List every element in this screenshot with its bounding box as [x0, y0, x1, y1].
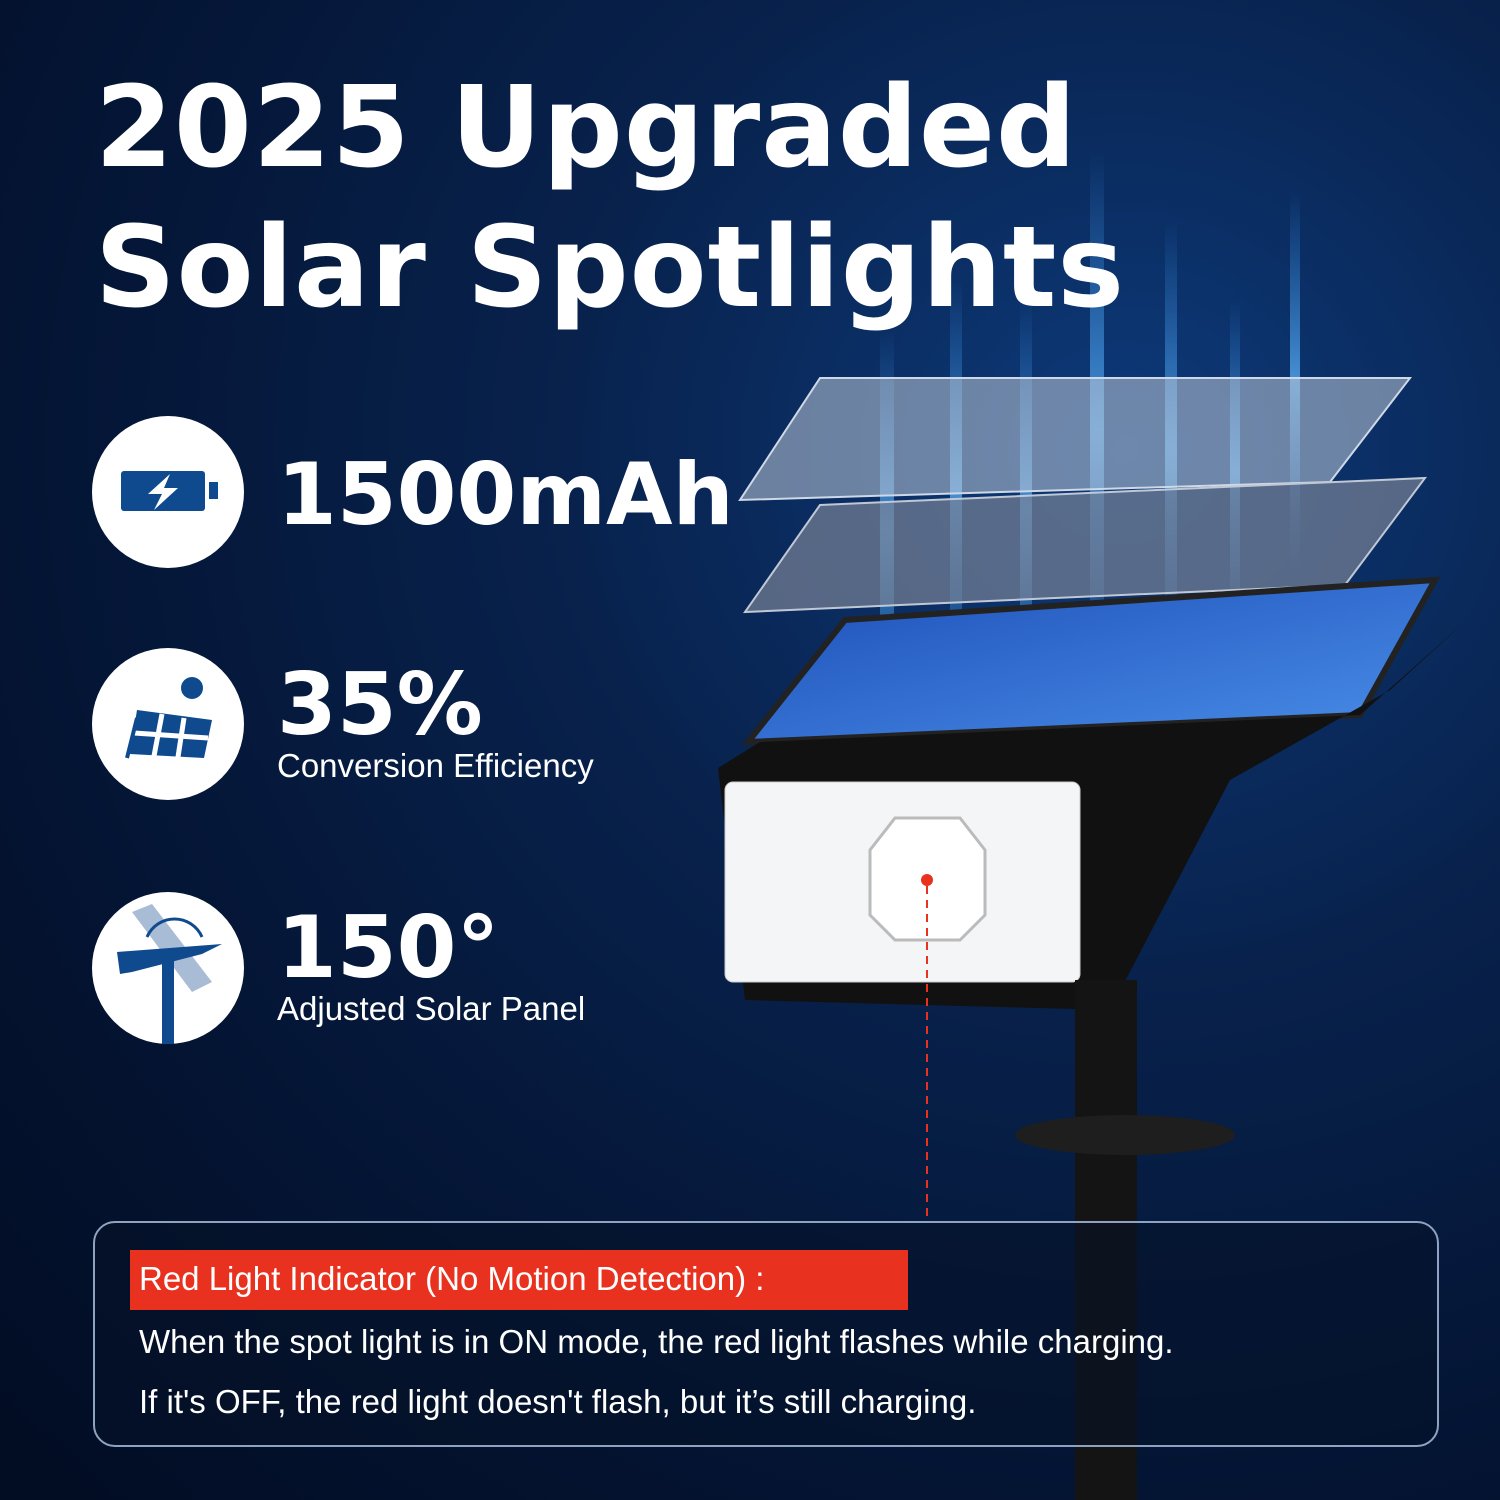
- panel-layer-glass: [738, 377, 1413, 502]
- info-heading: Red Light Indicator (No Motion Detection…: [139, 1260, 765, 1297]
- adjustable-panel-icon: [92, 892, 244, 1044]
- solar-panel-sun-icon: [92, 648, 244, 800]
- feature-efficiency-label: Conversion Efficiency: [277, 747, 594, 784]
- info-line-off: If it's OFF, the red light doesn't flash…: [139, 1383, 977, 1420]
- feature-angle-label: Adjusted Solar Panel: [277, 990, 586, 1027]
- headline-line1: 2025 Upgraded: [95, 63, 1078, 193]
- stake-flange: [1015, 1115, 1235, 1155]
- info-line-on: When the spot light is in ON mode, the r…: [139, 1323, 1174, 1360]
- feature-battery-value: 1500mAh: [277, 445, 734, 545]
- info-heading-badge: Red Light Indicator (No Motion Detection…: [130, 1250, 908, 1310]
- battery-charging-icon: [92, 416, 244, 568]
- red-light-info-box: Red Light Indicator (No Motion Detection…: [93, 1221, 1439, 1447]
- headline-line2: Solar Spotlights: [95, 203, 1126, 333]
- feature-efficiency-value: 35%: [277, 655, 483, 755]
- feature-angle-value: 150°: [277, 898, 500, 998]
- red-indicator-light: [921, 874, 933, 886]
